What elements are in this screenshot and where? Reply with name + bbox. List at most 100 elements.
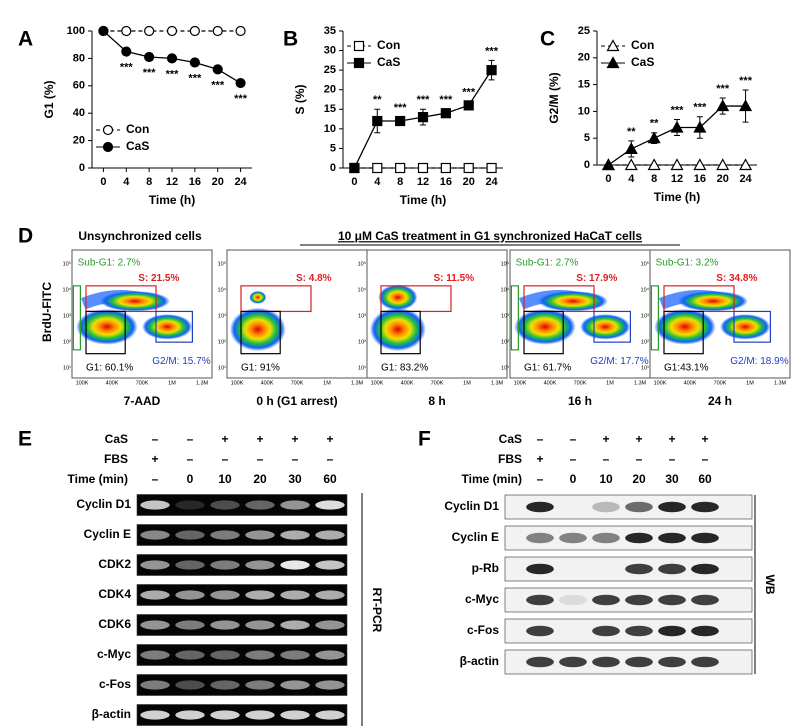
- x-tick-label: 400K: [106, 380, 119, 386]
- gate-label: S: 11.5%: [434, 273, 475, 284]
- gel-strip: [136, 674, 348, 696]
- x-tick-label: 400K: [544, 380, 557, 386]
- gate-label: G1: 91%: [241, 362, 280, 373]
- x-tick-label: 24: [485, 176, 498, 188]
- band: [245, 680, 275, 690]
- y-tick-label: 10²: [641, 339, 649, 345]
- band: [526, 501, 554, 513]
- header-value: –: [327, 452, 334, 466]
- density: [580, 314, 631, 340]
- x-tick-label: 400K: [261, 380, 274, 386]
- x-axis-label: Time (h): [400, 193, 446, 207]
- y-tick-label: 15: [578, 79, 590, 91]
- band: [140, 560, 170, 570]
- gate: [72, 285, 82, 351]
- density: [678, 290, 748, 312]
- marker: [98, 25, 109, 37]
- density: [229, 307, 286, 352]
- marker: [372, 115, 383, 127]
- y-tick-label: 10⁴: [358, 286, 367, 293]
- x-tick-label: 12: [417, 176, 429, 188]
- gate-label: S: 21.5%: [138, 273, 179, 284]
- x-tick-label: 400K: [684, 380, 697, 386]
- header-value: –: [537, 472, 544, 486]
- y-tick-label: 10¹: [358, 365, 366, 371]
- band: [658, 532, 686, 544]
- x-tick-label: 1.3M: [351, 380, 364, 386]
- header-label: Time (min): [462, 472, 522, 486]
- y-tick-label: 10²: [218, 339, 226, 345]
- header-label: CaS: [499, 432, 522, 446]
- y-tick-label: 10⁵: [641, 260, 649, 267]
- plot-frame: [71, 249, 213, 379]
- band: [691, 594, 719, 606]
- marker: [486, 65, 497, 76]
- band: [592, 656, 620, 668]
- x-tick-label: 100K: [371, 380, 384, 386]
- band: [658, 594, 686, 606]
- y-tick-label: 10³: [218, 313, 226, 319]
- marker: [212, 25, 223, 37]
- band: [210, 530, 240, 540]
- gate: [663, 310, 704, 355]
- row-label: c-Fos: [467, 623, 499, 637]
- x-tick-label: 12: [166, 176, 178, 188]
- band: [315, 680, 345, 690]
- marker: [716, 99, 730, 112]
- x-tick-label: 4: [374, 176, 381, 188]
- significance: ***: [394, 102, 408, 114]
- band: [245, 560, 275, 570]
- band: [210, 590, 240, 600]
- x-tick-label: 0: [100, 176, 106, 188]
- header-value: –: [187, 432, 194, 446]
- gate: [593, 310, 632, 343]
- band: [280, 710, 310, 720]
- x-tick-label: 1.3M: [491, 380, 504, 386]
- band: [140, 590, 170, 600]
- band: [625, 625, 653, 637]
- band: [140, 530, 170, 540]
- marker: [235, 25, 246, 37]
- y-tick-label: 30: [324, 44, 336, 56]
- row-label: Cyclin D1: [444, 499, 499, 513]
- row-label: CDK2: [98, 557, 131, 571]
- marker: [463, 100, 474, 111]
- header-value: 30: [288, 472, 302, 486]
- gate-label: Sub-G1: 3.2%: [656, 257, 719, 268]
- band: [526, 563, 554, 575]
- y-tick-label: 5: [330, 142, 336, 154]
- legend-marker: [102, 141, 114, 153]
- header-label: FBS: [104, 452, 128, 466]
- significance: ***: [716, 83, 730, 95]
- significance: ***: [120, 61, 134, 73]
- y-tick-label: 10: [324, 123, 336, 135]
- band: [280, 650, 310, 660]
- header-value: 10: [218, 472, 232, 486]
- header-value: 20: [632, 472, 646, 486]
- band: [210, 650, 240, 660]
- y-tick-label: 0: [584, 159, 590, 171]
- band: [280, 530, 310, 540]
- y-tick-label: 10⁵: [218, 260, 226, 267]
- y-tick-label: 10²: [501, 339, 509, 345]
- marker: [440, 162, 451, 174]
- y-tick-label: 10⁵: [63, 260, 71, 267]
- band: [526, 656, 554, 668]
- y-tick-label: 10³: [641, 313, 649, 319]
- significance: ***: [739, 75, 753, 87]
- y-tick-label: 10³: [63, 313, 71, 319]
- header-label: CaS: [105, 432, 128, 446]
- row-label: CDK4: [98, 587, 131, 601]
- band: [175, 680, 205, 690]
- band: [245, 590, 275, 600]
- marker: [693, 120, 707, 133]
- row-label: Cyclin E: [84, 527, 131, 541]
- band: [140, 710, 170, 720]
- header-value: –: [570, 452, 577, 466]
- band: [625, 656, 653, 668]
- marker: [395, 162, 406, 174]
- band: [691, 501, 719, 513]
- gate-label: Sub-G1: 2.7%: [78, 257, 141, 268]
- x-tick-label: 16: [189, 176, 201, 188]
- header-value: –: [187, 452, 194, 466]
